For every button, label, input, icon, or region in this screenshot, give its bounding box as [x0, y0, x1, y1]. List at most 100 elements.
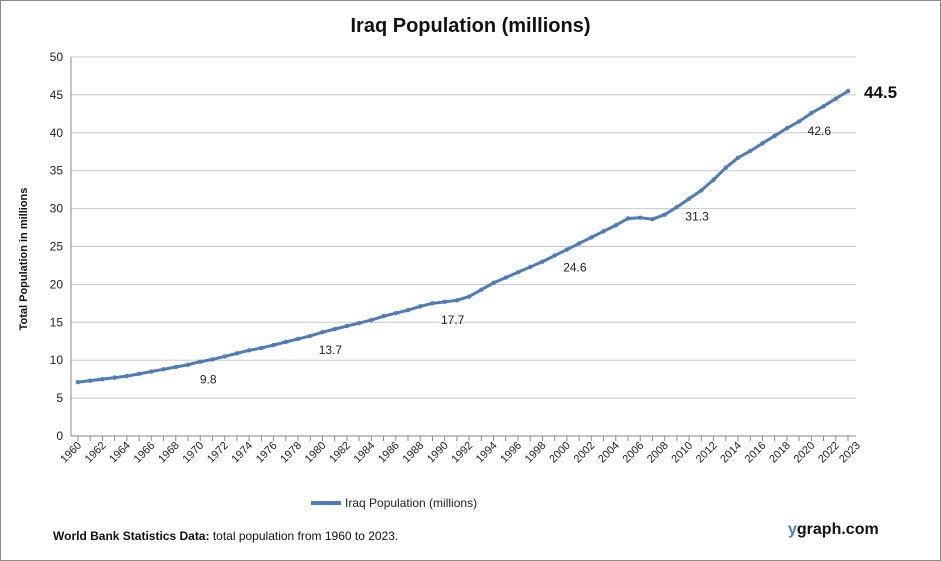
x-tick-label: 2014	[718, 440, 744, 466]
x-tick-label: 2008	[645, 440, 671, 466]
data-point	[735, 155, 741, 161]
data-point	[821, 104, 826, 109]
legend-label: Iraq Population (millions)	[345, 496, 478, 510]
data-point	[320, 329, 325, 335]
data-label: 24.6	[563, 261, 587, 275]
brand-logo: ygraph.com	[788, 521, 879, 539]
data-point	[442, 299, 447, 305]
data-point	[136, 371, 142, 377]
data-point	[589, 235, 594, 240]
x-tick-label: 1998	[523, 440, 549, 466]
data-point	[234, 351, 240, 356]
x-tick-label: 1984	[352, 440, 378, 466]
data-point	[283, 339, 288, 345]
data-point	[809, 110, 814, 116]
data-point	[210, 357, 215, 362]
data-point	[613, 223, 618, 228]
data-point	[75, 379, 81, 385]
x-tick-label: 2018	[767, 440, 793, 466]
data-point	[674, 204, 680, 210]
data-point	[88, 378, 93, 383]
data-point	[528, 264, 533, 270]
x-tick-label: 1988	[401, 440, 427, 466]
data-point	[650, 217, 655, 222]
data-point	[638, 215, 643, 220]
data-point	[784, 126, 790, 131]
x-tick-label: 1966	[132, 440, 158, 466]
data-point	[833, 96, 838, 101]
x-tick-label: 2002	[572, 440, 598, 466]
y-tick-label: 5	[56, 391, 63, 405]
x-tick-label: 2012	[694, 440, 720, 466]
x-tick-label: 1982	[327, 440, 353, 466]
data-point	[124, 373, 130, 379]
y-tick-label: 30	[50, 202, 64, 216]
data-point	[430, 301, 435, 306]
data-label: 13.7	[319, 343, 343, 357]
legend-swatch	[311, 501, 341, 505]
data-point	[796, 119, 802, 124]
data-label: 44.5	[864, 83, 897, 102]
data-point	[222, 354, 227, 359]
data-point	[686, 196, 692, 201]
data-point	[246, 348, 252, 353]
y-tick-label: 25	[50, 240, 64, 254]
x-tick-label: 1980	[303, 440, 329, 466]
data-point	[625, 216, 631, 221]
data-point	[772, 133, 777, 139]
source-note: World Bank Statistics Data: total popula…	[53, 529, 398, 543]
data-point	[479, 287, 484, 292]
y-tick-label: 10	[50, 353, 64, 367]
brand-y: y	[788, 521, 797, 538]
data-point	[356, 320, 362, 326]
x-tick-label: 2000	[547, 440, 573, 466]
x-tick-label: 1974	[229, 440, 255, 466]
source-bold: World Bank Statistics Data:	[53, 529, 210, 543]
data-point	[552, 253, 557, 258]
source-text: total population from 1960 to 2023.	[209, 529, 399, 543]
data-point	[454, 298, 460, 303]
legend: Iraq Population (millions)	[311, 496, 477, 510]
data-label: 31.3	[685, 210, 709, 224]
y-tick-label: 50	[50, 50, 64, 64]
data-label: 17.7	[441, 313, 465, 327]
data-point	[271, 342, 276, 348]
x-tick-label: 2006	[621, 440, 647, 466]
x-tick-label: 1996	[498, 440, 524, 466]
x-tick-label: 1994	[474, 440, 500, 466]
data-point	[503, 275, 508, 280]
x-tick-label: 2016	[743, 440, 769, 466]
data-point	[149, 369, 154, 374]
data-point	[723, 165, 728, 170]
y-tick-label: 40	[50, 126, 64, 140]
data-point	[576, 241, 582, 246]
data-point	[760, 141, 765, 146]
data-point	[295, 336, 301, 342]
x-tick-label: 1972	[205, 440, 231, 466]
data-point	[540, 259, 545, 264]
y-tick-label: 35	[50, 164, 64, 178]
x-tick-label: 1992	[449, 440, 475, 466]
x-tick-label: 1964	[107, 440, 133, 466]
x-tick-label: 2022	[816, 440, 842, 466]
data-point	[515, 270, 521, 275]
data-point	[393, 311, 398, 316]
data-point	[748, 148, 753, 154]
y-tick-label: 45	[50, 88, 64, 102]
series-line	[77, 89, 849, 384]
data-point	[711, 177, 716, 182]
data-point	[466, 294, 472, 299]
data-point	[369, 317, 374, 323]
data-label: 42.6	[808, 124, 832, 138]
data-point	[418, 304, 423, 309]
data-point	[845, 88, 851, 94]
data-point	[381, 314, 386, 319]
y-tick-label: 20	[50, 277, 64, 291]
brand-rest: graph.com	[796, 521, 879, 538]
data-point	[100, 376, 105, 382]
data-point	[161, 367, 166, 372]
data-point	[344, 323, 350, 329]
x-tick-label: 1962	[83, 440, 109, 466]
